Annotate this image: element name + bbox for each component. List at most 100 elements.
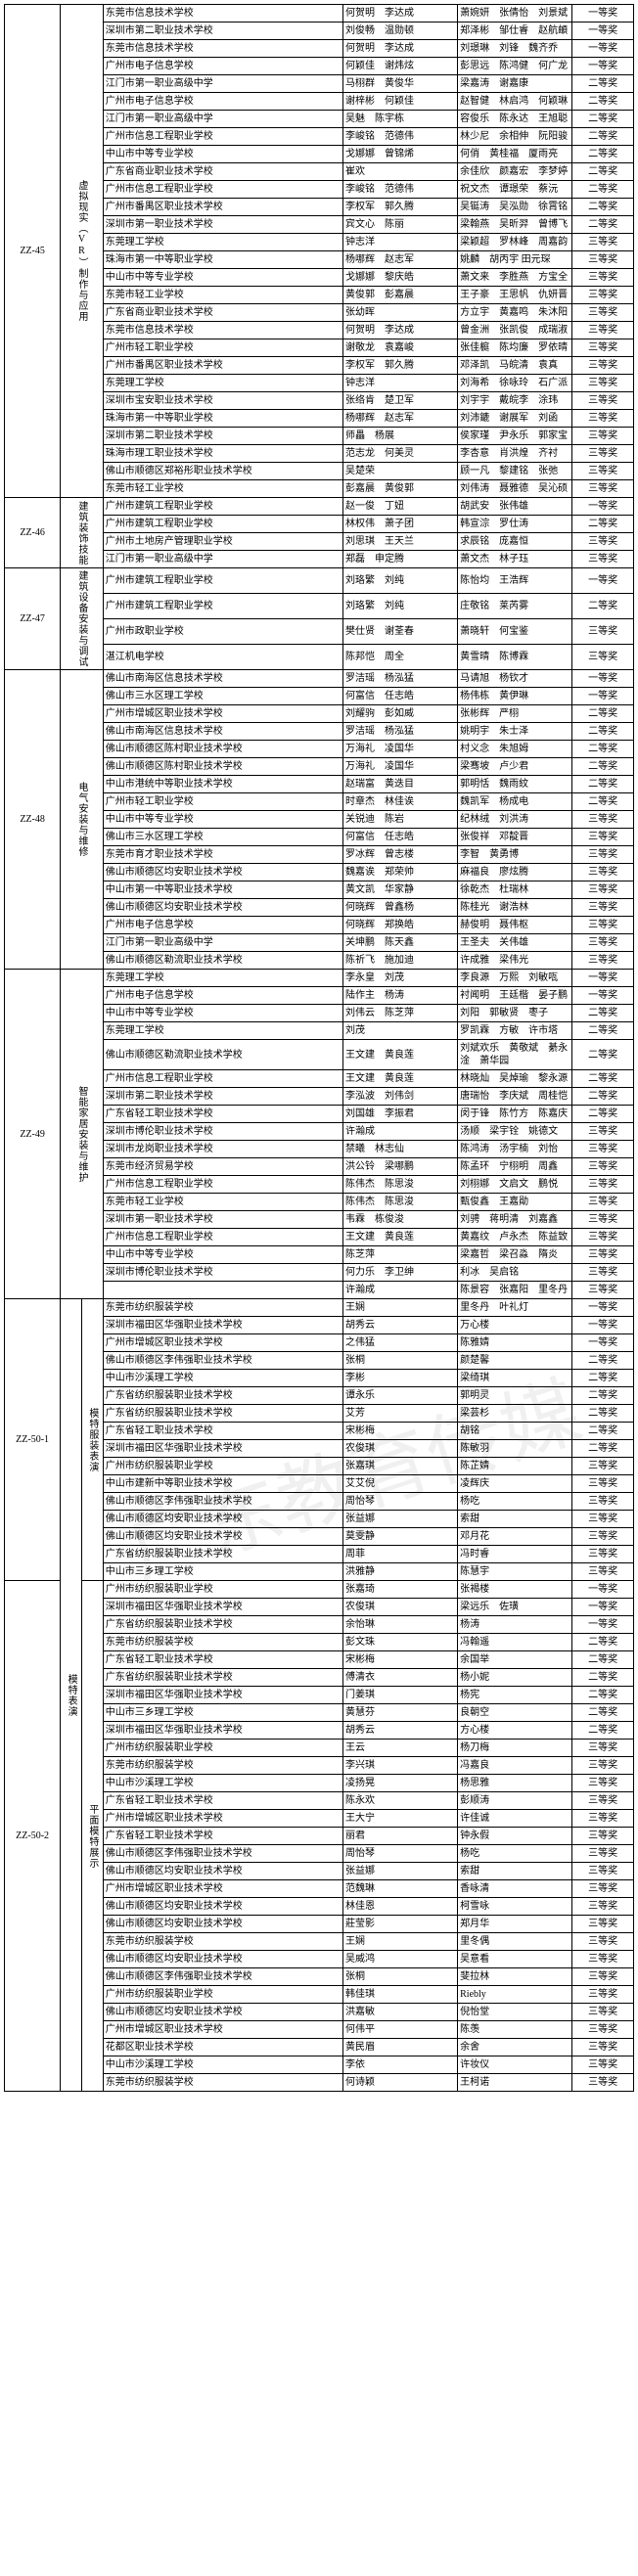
- award-cell: 三等奖: [572, 322, 634, 339]
- teachers-cell: 刘骋 蒋明清 刘嘉鑫: [458, 1211, 572, 1229]
- school-cell: 东莞市信息技术学校: [103, 5, 342, 23]
- award-cell: 二等奖: [572, 1040, 634, 1070]
- students-cell: 钟志洋: [342, 375, 457, 392]
- school-cell: 东莞市育才职业技术学校: [103, 846, 342, 864]
- teachers-cell: 求辰铭 庞嘉恒: [458, 533, 572, 551]
- award-cell: 二等奖: [572, 1070, 634, 1088]
- award-cell: 一等奖: [572, 670, 634, 688]
- school-cell: 广东省纺织服装职业技术学校: [103, 1405, 342, 1423]
- teachers-cell: 唐瑞怡 李庆斌 周桂恺: [458, 1088, 572, 1106]
- award-cell: 三等奖: [572, 428, 634, 445]
- students-cell: 黄文凯 华家静: [342, 881, 457, 899]
- category-cell: 建筑设备安装与调试: [61, 568, 104, 670]
- award-cell: 二等奖: [572, 705, 634, 723]
- teachers-cell: 梁嘉哲 梁召淼 隋炎: [458, 1246, 572, 1264]
- students-cell: 莊莹影: [342, 1916, 457, 1933]
- school-cell: 东莞市纺织服装学校: [103, 1757, 342, 1775]
- school-cell: 广州市建筑工程职业学校: [103, 594, 342, 619]
- students-cell: 杨哪辉 赵志军: [342, 251, 457, 269]
- school-cell: 深圳市第二职业技术学校: [103, 1088, 342, 1106]
- teachers-cell: 祝文杰 谭璟荣 蔡沅: [458, 181, 572, 199]
- school-cell: 广东省纺织服装职业技术学校: [103, 1669, 342, 1687]
- school-cell: 中山市沙溪理工学校: [103, 2056, 342, 2074]
- school-cell: 广州市信息工程职业学校: [103, 1176, 342, 1194]
- award-cell: 一等奖: [572, 58, 634, 75]
- teachers-cell: 许成雅 梁伟光: [458, 952, 572, 970]
- award-cell: 三等奖: [572, 533, 634, 551]
- school-cell: 广州市信息工程职业学校: [103, 181, 342, 199]
- teachers-cell: 冯嘉良: [458, 1757, 572, 1775]
- teachers-cell: 梁颖超 罗林峰 周嘉韵: [458, 234, 572, 251]
- teachers-cell: 姚明宇 朱士泽: [458, 723, 572, 741]
- teachers-cell: 杨刀梅: [458, 1740, 572, 1757]
- award-cell: 二等奖: [572, 1088, 634, 1106]
- award-cell: 三等奖: [572, 846, 634, 864]
- students-cell: 刘俊畅 温勋顿: [342, 23, 457, 40]
- teachers-cell: 索甜: [458, 1863, 572, 1880]
- teachers-cell: 闵于锋 陈竹方 陈嘉庆: [458, 1106, 572, 1123]
- school-cell: 佛山市顺德区均安职业技术学校: [103, 1528, 342, 1546]
- award-cell: 三等奖: [572, 2074, 634, 2092]
- award-cell: 三等奖: [572, 1211, 634, 1229]
- school-cell: 佛山市顺德区均安职业技术学校: [103, 1951, 342, 1968]
- award-cell: 二等奖: [572, 1005, 634, 1022]
- teachers-cell: 陈孟环 宁栩明 周鑫: [458, 1158, 572, 1176]
- students-cell: 之伟猛: [342, 1334, 457, 1352]
- students-cell: 洪公铃 梁哪鹏: [342, 1158, 457, 1176]
- teachers-cell: 余佳欣 颜嘉宏 李梦婷: [458, 163, 572, 181]
- award-cell: 一等奖: [572, 1616, 634, 1634]
- students-cell: 林权伟 萧子团: [342, 516, 457, 533]
- students-cell: 陈邦恺 周全: [342, 645, 457, 670]
- teachers-cell: 林少尼 余相伸 阮阳骏: [458, 128, 572, 146]
- students-cell: 陈伟杰 陈思浚: [342, 1176, 457, 1194]
- code-cell: ZZ-46: [5, 498, 61, 568]
- award-cell: 三等奖: [572, 251, 634, 269]
- teachers-cell: 陈桂光 谢浩林: [458, 899, 572, 917]
- teachers-cell: 刘斌欢乐 黄敬斌 綦永淦 萧华园: [458, 1040, 572, 1070]
- students-cell: 陈伟杰 陈思浚: [342, 1194, 457, 1211]
- teachers-cell: 罗凯霖 方敏 许市塔: [458, 1022, 572, 1040]
- students-cell: 周怡琴: [342, 1845, 457, 1863]
- students-cell: 胡秀云: [342, 1317, 457, 1334]
- students-cell: 李峻铭 范德伟: [342, 181, 457, 199]
- teachers-cell: 徐乾杰 杜瑞林: [458, 881, 572, 899]
- award-cell: 三等奖: [572, 1176, 634, 1194]
- students-cell: 王文建 黄良莲: [342, 1070, 457, 1088]
- students-cell: 刘伟云 陈芝萍: [342, 1005, 457, 1022]
- teachers-cell: 刘栩娜 文启文 鹏悦: [458, 1176, 572, 1194]
- students-cell: 吴楚荣: [342, 463, 457, 480]
- award-cell: 三等奖: [572, 1951, 634, 1968]
- students-cell: 宾文心 陈丽: [342, 216, 457, 234]
- award-cell: 三等奖: [572, 829, 634, 846]
- school-cell: 广东省轻工职业技术学校: [103, 1792, 342, 1810]
- students-cell: 李权军 郭久腾: [342, 357, 457, 375]
- school-cell: 深圳市第一职业技术学校: [103, 216, 342, 234]
- school-cell: 东莞理工学校: [103, 1022, 342, 1040]
- school-cell: 广州市电子信息学校: [103, 93, 342, 111]
- students-cell: 吴威鸿: [342, 1951, 457, 1968]
- students-cell: 彭嘉晨 黄俊郭: [342, 480, 457, 498]
- students-cell: 门姜琪: [342, 1687, 457, 1704]
- school-cell: 广州市番禺区职业技术学校: [103, 199, 342, 216]
- award-cell: 三等奖: [572, 1158, 634, 1176]
- table-row: ZZ-49智能家居安装与维护东莞理工学校李永皇 刘茂李良源 万熙 刘敏咓一等奖: [5, 970, 634, 987]
- students-cell: 刘国雄 李振君: [342, 1106, 457, 1123]
- students-cell: 罗冰辉 曾志楼: [342, 846, 457, 864]
- category-cell: 智能家居安装与维护: [61, 970, 104, 1299]
- school-cell: 佛山市顺德区均安职业技术学校: [103, 1511, 342, 1528]
- award-cell: 三等奖: [572, 357, 634, 375]
- students-cell: 傅清衣: [342, 1669, 457, 1687]
- award-cell: 二等奖: [572, 1405, 634, 1423]
- students-cell: 李依: [342, 2056, 457, 2074]
- award-cell: 三等奖: [572, 287, 634, 304]
- table-row: ZZ-45虚拟现实（VR）制作与应用东莞市信息技术学校何贺明 李达成萧婉妍 张倩…: [5, 5, 634, 23]
- school-cell: [103, 1282, 342, 1299]
- award-cell: 三等奖: [572, 2039, 634, 2056]
- school-cell: 佛山市顺德区勒流职业技术学校: [103, 1040, 342, 1070]
- teachers-cell: 梁芸杉: [458, 1405, 572, 1423]
- students-cell: 李永皇 刘茂: [342, 970, 457, 987]
- code-cell: ZZ-50-1: [5, 1299, 61, 1581]
- school-cell: 深圳市龙岗职业技术学校: [103, 1141, 342, 1158]
- teachers-cell: 赵智健 林启鸿 何颖琳: [458, 93, 572, 111]
- school-cell: 东莞市轻工业学校: [103, 1194, 342, 1211]
